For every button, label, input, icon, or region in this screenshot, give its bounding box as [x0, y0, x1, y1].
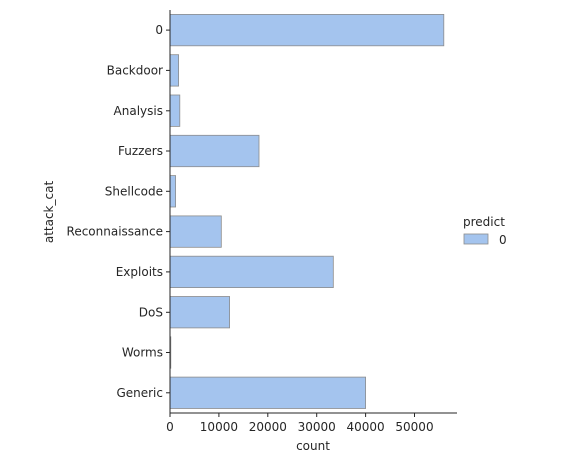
y-tick-label: Shellcode [105, 184, 163, 198]
x-tick-label: 40000 [347, 420, 385, 434]
legend: predict 0 [463, 215, 507, 247]
y-tick-label: Analysis [114, 104, 163, 118]
bars-group [169, 13, 445, 409]
x-tick-label: 0 [166, 420, 174, 434]
x-tick-label: 50000 [395, 420, 433, 434]
y-tick-label: Fuzzers [118, 144, 163, 158]
y-tick-label: Reconnaissance [67, 225, 163, 239]
bar [169, 54, 180, 87]
x-axis: 0 10000 20000 30000 40000 50000 [166, 412, 457, 434]
x-tick-label: 30000 [298, 420, 336, 434]
y-tick-label: DoS [139, 305, 163, 319]
x-tick-label: 20000 [249, 420, 287, 434]
legend-swatch [463, 233, 489, 245]
bar [169, 134, 260, 168]
y-tick-label: Exploits [116, 265, 163, 279]
y-tick-label: Backdoor [107, 63, 163, 77]
x-axis-label: count [296, 439, 330, 453]
y-tick-label: Generic [116, 386, 163, 400]
y-axis-label: attack_cat [42, 181, 56, 244]
x-tick-label: 10000 [200, 420, 238, 434]
bar [169, 376, 367, 409]
y-tick-label: Worms [122, 346, 163, 360]
y-tick-label: 0 [155, 23, 163, 37]
legend-title: predict [463, 215, 505, 229]
bar [169, 215, 222, 248]
bar [169, 13, 445, 47]
bar [169, 255, 334, 289]
y-axis: 0 Backdoor Analysis Fuzzers Shellcode Reconna… [67, 10, 171, 413]
bar [169, 175, 176, 208]
bar [169, 94, 181, 127]
legend-entry: 0 [499, 233, 507, 247]
bar [169, 296, 230, 329]
